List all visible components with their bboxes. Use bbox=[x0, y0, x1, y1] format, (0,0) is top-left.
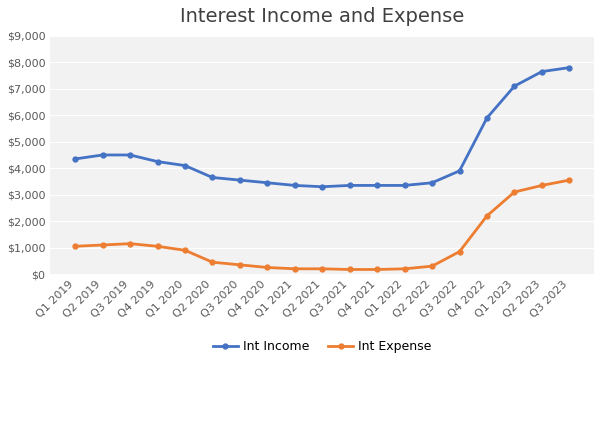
Int Expense bbox=[319, 266, 326, 272]
Int Expense bbox=[236, 262, 243, 268]
Int Expense bbox=[456, 249, 463, 254]
Int Expense bbox=[401, 266, 408, 272]
Int Expense bbox=[566, 177, 573, 183]
Int Income bbox=[72, 156, 79, 162]
Int Expense bbox=[483, 213, 490, 219]
Int Income bbox=[538, 69, 546, 74]
Line: Int Expense: Int Expense bbox=[73, 178, 572, 272]
Int Income bbox=[319, 184, 326, 189]
Int Income bbox=[236, 177, 243, 183]
Int Expense bbox=[209, 260, 216, 265]
Int Expense bbox=[429, 264, 436, 269]
Int Income bbox=[483, 115, 490, 120]
Int Expense bbox=[291, 266, 298, 272]
Int Income bbox=[566, 65, 573, 70]
Int Income bbox=[182, 163, 189, 168]
Int Income bbox=[99, 152, 106, 158]
Title: Interest Income and Expense: Interest Income and Expense bbox=[180, 7, 465, 26]
Int Income bbox=[511, 84, 518, 89]
Int Income bbox=[456, 168, 463, 173]
Int Income bbox=[401, 183, 408, 188]
Int Income bbox=[374, 183, 381, 188]
Line: Int Income: Int Income bbox=[73, 65, 572, 189]
Legend: Int Income, Int Expense: Int Income, Int Expense bbox=[208, 336, 436, 358]
Int Expense bbox=[538, 183, 546, 188]
Int Expense bbox=[346, 267, 353, 272]
Int Income bbox=[291, 183, 298, 188]
Int Income bbox=[126, 152, 133, 158]
Int Expense bbox=[374, 267, 381, 272]
Int Income bbox=[209, 175, 216, 180]
Int Income bbox=[264, 180, 271, 185]
Int Expense bbox=[511, 189, 518, 194]
Int Expense bbox=[264, 265, 271, 270]
Int Expense bbox=[126, 241, 133, 246]
Int Income bbox=[429, 180, 436, 185]
Int Income bbox=[154, 159, 161, 164]
Int Expense bbox=[99, 242, 106, 247]
Int Expense bbox=[72, 244, 79, 249]
Int Income bbox=[346, 183, 353, 188]
Int Expense bbox=[154, 244, 161, 249]
Int Expense bbox=[182, 247, 189, 253]
